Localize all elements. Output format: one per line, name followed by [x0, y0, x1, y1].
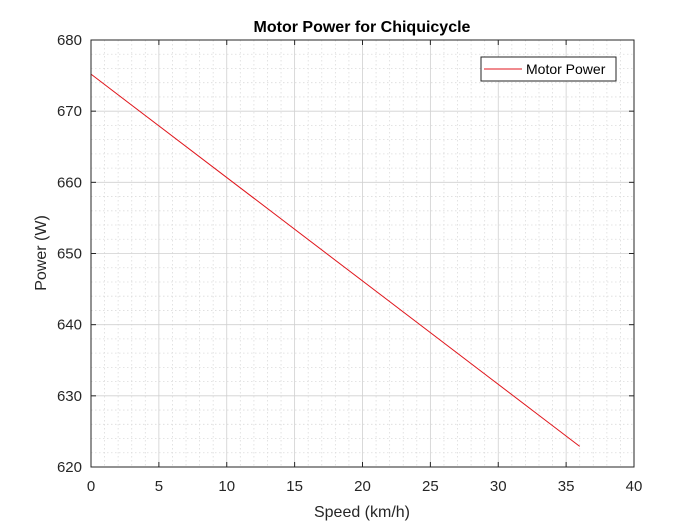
y-tick-label: 680 [57, 32, 82, 49]
y-tick-label: 650 [57, 246, 82, 263]
chart-title: Motor Power for Chiquicycle [254, 19, 471, 36]
series-line-motor-power [90, 73, 581, 447]
y-axis-label: Power (W) [33, 215, 50, 291]
x-tick-labels: 0 5 10 15 20 25 30 35 40 [87, 478, 643, 495]
x-tick-label: 5 [155, 478, 163, 495]
axis-ticks [90, 39, 635, 468]
x-tick-label: 25 [422, 478, 439, 495]
x-axis-label: Speed (km/h) [314, 504, 410, 521]
y-tick-label: 620 [57, 459, 82, 476]
x-tick-label: 35 [558, 478, 575, 495]
y-tick-label: 660 [57, 174, 82, 191]
series-layer [90, 73, 581, 447]
legend-label-motor-power: Motor Power [526, 61, 606, 77]
y-tick-label: 630 [57, 388, 82, 405]
x-tick-label: 40 [626, 478, 643, 495]
y-tick-label: 670 [57, 103, 82, 120]
y-tick-label: 640 [57, 317, 82, 334]
x-tick-label: 20 [354, 478, 371, 495]
x-tick-label: 10 [218, 478, 235, 495]
x-tick-label: 0 [87, 478, 95, 495]
x-tick-label: 15 [286, 478, 303, 495]
x-tick-label: 30 [490, 478, 507, 495]
y-tick-labels: 620 630 640 650 660 670 680 [57, 32, 82, 476]
legend: Motor Power [480, 56, 617, 82]
